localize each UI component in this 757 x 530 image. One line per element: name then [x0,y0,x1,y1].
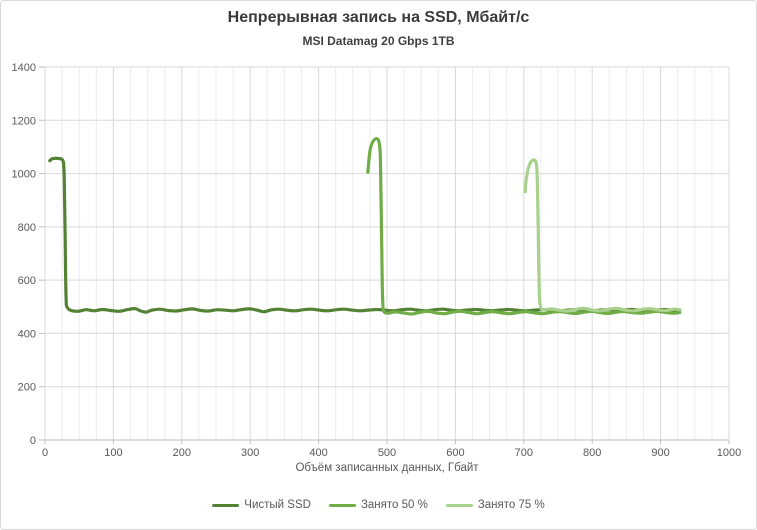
series-line-2 [523,158,682,313]
legend-swatch-icon [328,503,356,507]
legend-label: Чистый SSD [244,499,311,511]
x-tick-label: 1000 [717,447,741,459]
legend-swatch-icon [212,503,240,507]
y-tick-label: 1000 [12,169,36,181]
x-tick-label: 0 [42,447,48,459]
x-tick-label: 900 [651,447,669,459]
y-tick-label: 600 [18,275,36,287]
x-tick-label: 400 [309,447,327,459]
chart-subtitle: MSI Datamag 20 Gbps 1TB [302,34,455,48]
legend-label: Занято 50 % [360,499,428,511]
x-tick-label: 500 [378,447,396,459]
y-tick-label: 400 [18,328,36,340]
x-tick-label: 700 [515,447,533,459]
y-tick-label: 1200 [12,115,36,127]
y-tick-label: 800 [18,222,36,234]
legend-swatch-icon [445,503,473,507]
x-axis-title: Объём записанных данных, Гбайт [295,462,479,474]
legend-label: Занято 75 % [477,499,545,511]
series-line-0 [48,156,682,314]
series-line-1 [366,137,682,316]
legend-item-0: Чистый SSD [212,499,311,511]
legend-item-1: Занято 50 % [328,499,428,511]
x-tick-label: 100 [104,447,122,459]
y-tick-label: 200 [18,382,36,394]
legend-item-2: Занято 75 % [445,499,545,511]
x-tick-label: 300 [241,447,259,459]
x-tick-label: 200 [173,447,191,459]
x-tick-label: 800 [583,447,601,459]
y-tick-label: 1400 [12,62,36,74]
y-tick-label: 0 [30,435,36,447]
legend: Чистый SSD Занято 50 % Занято 75 % [1,499,756,511]
x-tick-label: 600 [446,447,464,459]
chart-title: Непрерывная запись на SSD, Мбайт/с [227,9,530,26]
